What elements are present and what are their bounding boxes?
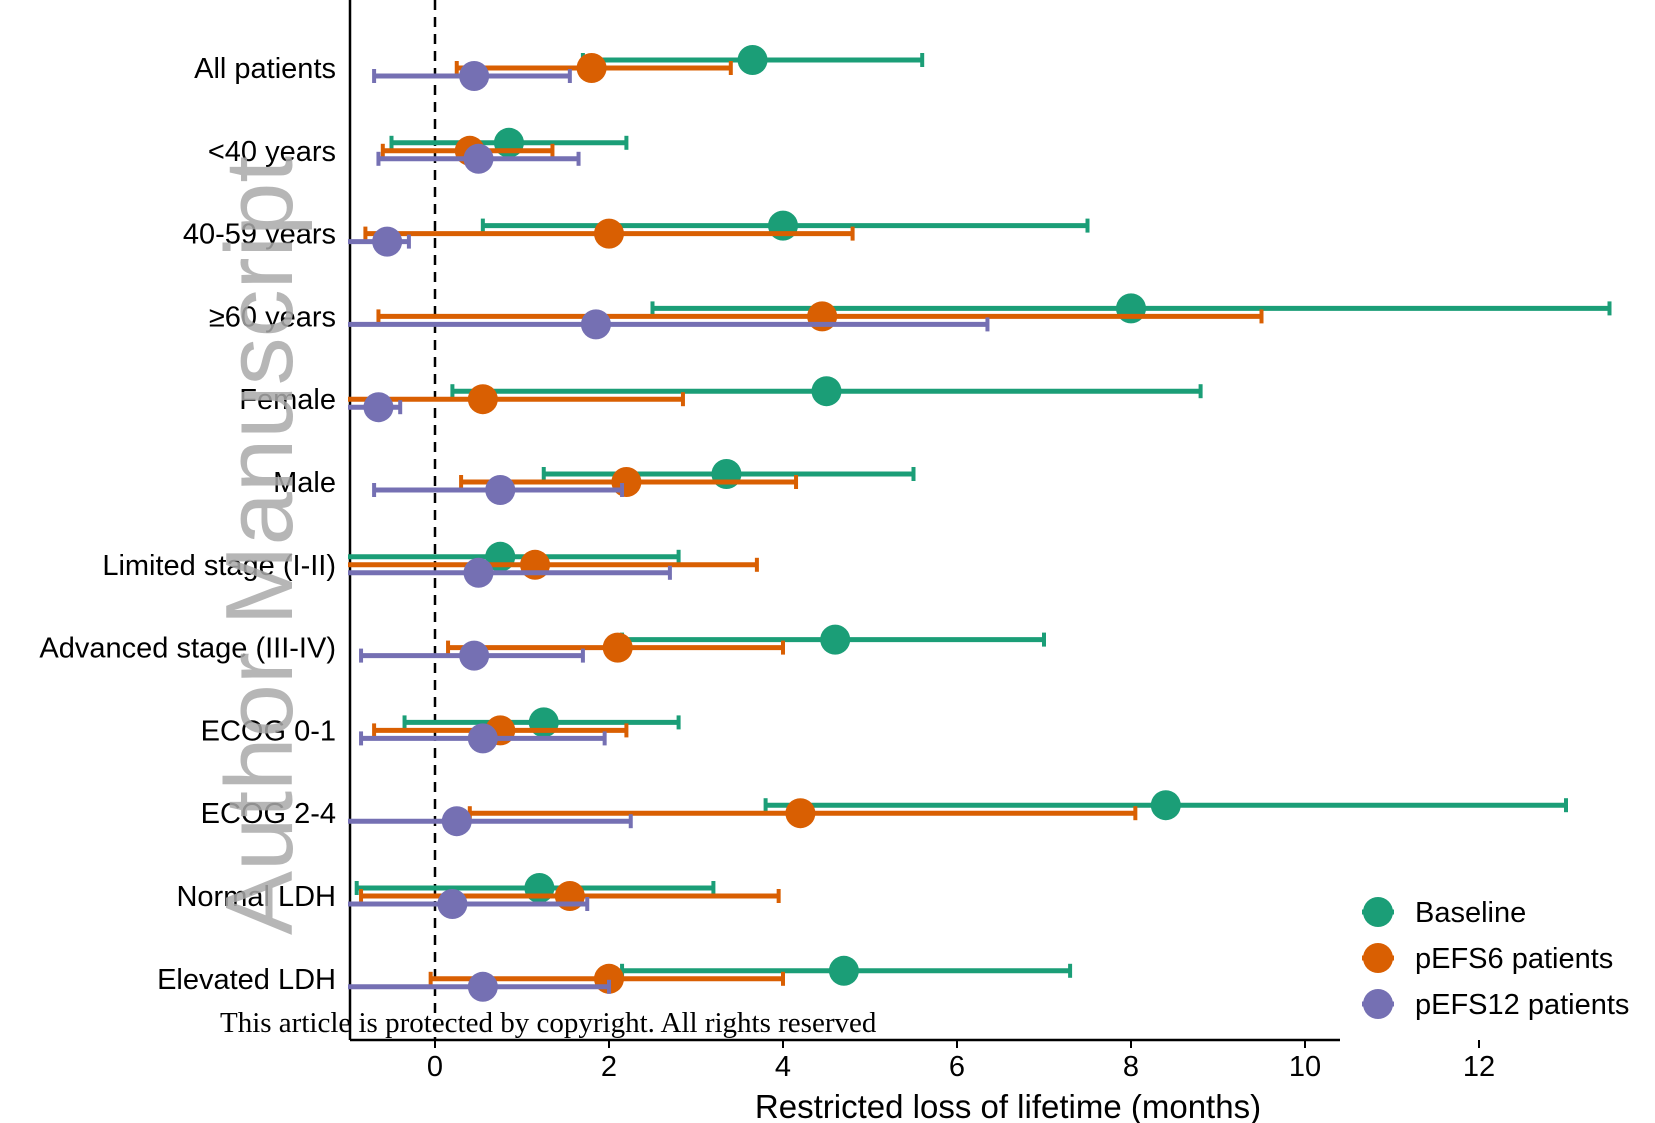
category-label: 40-59 years <box>183 219 336 251</box>
x-axis: 0 2 4 6 8 10 12 <box>348 0 1495 1083</box>
x-axis-title: Restricted loss of lifetime (months) <box>755 1088 1261 1123</box>
legend-label: Baseline <box>1415 897 1526 929</box>
point-estimate <box>363 392 394 423</box>
legend-marker <box>1363 943 1393 973</box>
category-label: Male <box>273 467 336 499</box>
series-1 <box>348 53 1264 994</box>
point-estimate <box>828 955 859 986</box>
legend-item: pEFS6 patients <box>1362 943 1613 975</box>
point-estimate <box>811 376 842 407</box>
point-estimate <box>785 798 816 829</box>
category-label: All patients <box>194 53 336 85</box>
category-labels: All patients <40 years 40-59 years ≥60 year… <box>39 53 336 996</box>
series-marks <box>348 45 1612 1002</box>
point-estimate <box>485 475 516 505</box>
legend-item: Baseline <box>1362 897 1526 929</box>
x-tick-label: 6 <box>949 1051 965 1083</box>
point-estimate <box>463 557 494 588</box>
category-label: <40 years <box>208 136 336 168</box>
point-estimate <box>737 45 768 75</box>
point-estimate <box>463 143 494 174</box>
point-estimate <box>467 723 498 754</box>
x-tick-label: 10 <box>1289 1051 1321 1083</box>
series-0 <box>348 45 1612 986</box>
category-label: Advanced stage (III-IV) <box>39 633 336 665</box>
legend-marker <box>1363 989 1393 1019</box>
category-label: Elevated LDH <box>157 964 336 996</box>
point-estimate <box>459 61 490 91</box>
point-estimate <box>467 971 498 1002</box>
category-label: ECOG 0-1 <box>201 715 336 747</box>
legend-marker <box>1363 897 1393 927</box>
copyright-footer: This article is protected by copyright. … <box>220 1007 877 1039</box>
x-tick-label: 4 <box>775 1051 791 1083</box>
series-2 <box>348 61 990 1002</box>
point-estimate <box>459 640 490 671</box>
point-estimate <box>437 889 468 919</box>
category-label: Normal LDH <box>176 881 336 913</box>
category-label: ECOG 2-4 <box>201 798 336 830</box>
x-tick-label: 0 <box>427 1051 443 1083</box>
point-estimate <box>602 632 633 663</box>
legend: Baseline pEFS6 patients pEFS12 patients <box>1362 897 1629 1021</box>
point-estimate <box>441 806 472 837</box>
category-label: Female <box>239 384 336 416</box>
point-estimate <box>1150 790 1181 821</box>
legend-label: pEFS12 patients <box>1415 989 1629 1021</box>
category-label: Limited stage (I-II) <box>102 550 336 582</box>
point-estimate <box>576 53 607 83</box>
x-tick-label: 12 <box>1463 1051 1495 1083</box>
x-tick-label: 2 <box>601 1051 617 1083</box>
point-estimate <box>467 384 498 415</box>
category-label: ≥60 years <box>209 301 336 333</box>
point-estimate <box>580 309 611 340</box>
point-estimate <box>372 226 403 257</box>
point-estimate <box>594 218 624 249</box>
x-tick-label: 8 <box>1123 1051 1139 1083</box>
watermark-text: Author Manuscript <box>206 156 313 935</box>
legend-label: pEFS6 patients <box>1415 943 1613 975</box>
point-estimate <box>820 624 851 655</box>
legend-item: pEFS12 patients <box>1362 989 1629 1021</box>
